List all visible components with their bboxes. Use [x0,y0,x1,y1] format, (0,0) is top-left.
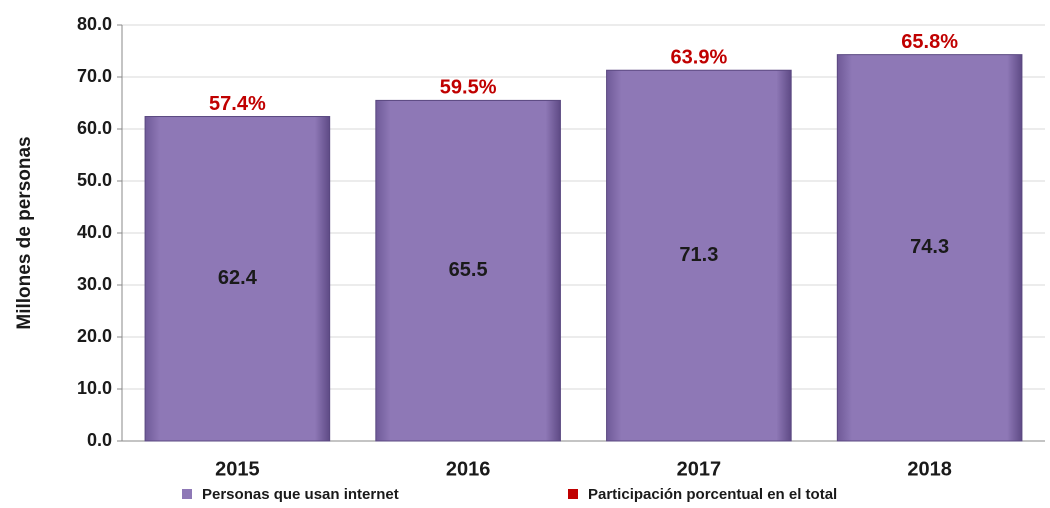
legend-swatch [568,489,578,499]
bar-value-label: 71.3 [679,244,718,266]
legend-swatch [182,489,192,499]
bar [836,54,1023,442]
legend-label: Participación porcentual en el total [588,486,837,503]
y-tick-label: 70.0 [77,66,112,86]
bar-value-label: 65.5 [449,259,488,281]
y-tick-label: 80.0 [77,14,112,34]
bar-value-label: 74.3 [910,236,949,258]
y-tick-label: 60.0 [77,118,112,138]
percent-label: 65.8% [901,31,958,53]
y-tick-label: 40.0 [77,222,112,242]
percent-label: 63.9% [671,47,728,69]
y-tick-label: 0.0 [87,430,112,450]
bar [375,99,561,442]
y-axis-label: Millones de personas [14,136,35,329]
percent-label: 59.5% [440,77,497,99]
bar [144,116,331,442]
x-tick-label: 2015 [215,458,260,480]
bar-value-label: 62.4 [218,267,258,289]
y-tick-label: 10.0 [77,378,112,398]
percent-label: 57.4% [209,93,266,115]
y-tick-label: 20.0 [77,326,112,346]
x-tick-label: 2016 [446,458,491,480]
x-tick-label: 2018 [907,458,952,480]
x-tick-label: 2017 [677,458,722,480]
bar [606,69,792,442]
y-tick-label: 50.0 [77,170,112,190]
legend-label: Personas que usan internet [202,486,399,503]
y-tick-label: 30.0 [77,274,112,294]
